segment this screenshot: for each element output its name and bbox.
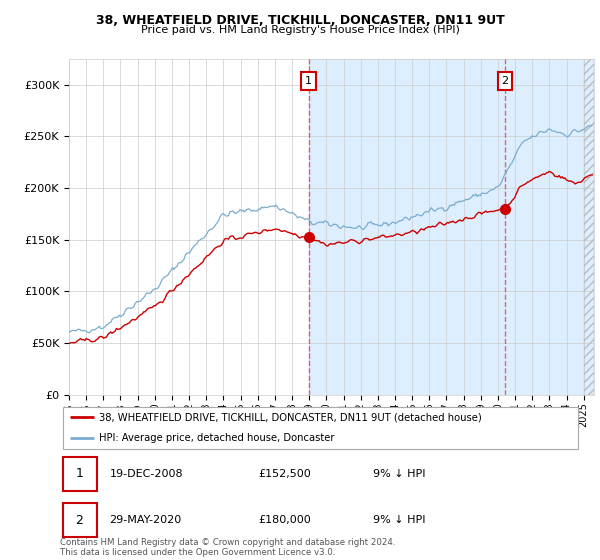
Text: £152,500: £152,500: [259, 469, 311, 479]
Text: 38, WHEATFIELD DRIVE, TICKHILL, DONCASTER, DN11 9UT: 38, WHEATFIELD DRIVE, TICKHILL, DONCASTE…: [95, 14, 505, 27]
Text: 19-DEC-2008: 19-DEC-2008: [110, 469, 183, 479]
Text: Contains HM Land Registry data © Crown copyright and database right 2024.
This d: Contains HM Land Registry data © Crown c…: [60, 538, 395, 557]
FancyBboxPatch shape: [62, 458, 97, 491]
Text: HPI: Average price, detached house, Doncaster: HPI: Average price, detached house, Donc…: [99, 433, 335, 444]
Text: 1: 1: [305, 76, 312, 86]
Text: 1: 1: [76, 468, 83, 480]
FancyBboxPatch shape: [62, 503, 97, 536]
Text: 38, WHEATFIELD DRIVE, TICKHILL, DONCASTER, DN11 9UT (detached house): 38, WHEATFIELD DRIVE, TICKHILL, DONCASTE…: [99, 412, 482, 422]
Text: 2: 2: [76, 514, 83, 526]
Text: 2: 2: [502, 76, 509, 86]
Text: Price paid vs. HM Land Registry's House Price Index (HPI): Price paid vs. HM Land Registry's House …: [140, 25, 460, 35]
Text: £180,000: £180,000: [259, 515, 311, 525]
FancyBboxPatch shape: [62, 407, 578, 449]
Text: 29-MAY-2020: 29-MAY-2020: [110, 515, 182, 525]
Bar: [308, 59, 594, 395]
Text: 9% ↓ HPI: 9% ↓ HPI: [373, 515, 426, 525]
Text: 9% ↓ HPI: 9% ↓ HPI: [373, 469, 426, 479]
